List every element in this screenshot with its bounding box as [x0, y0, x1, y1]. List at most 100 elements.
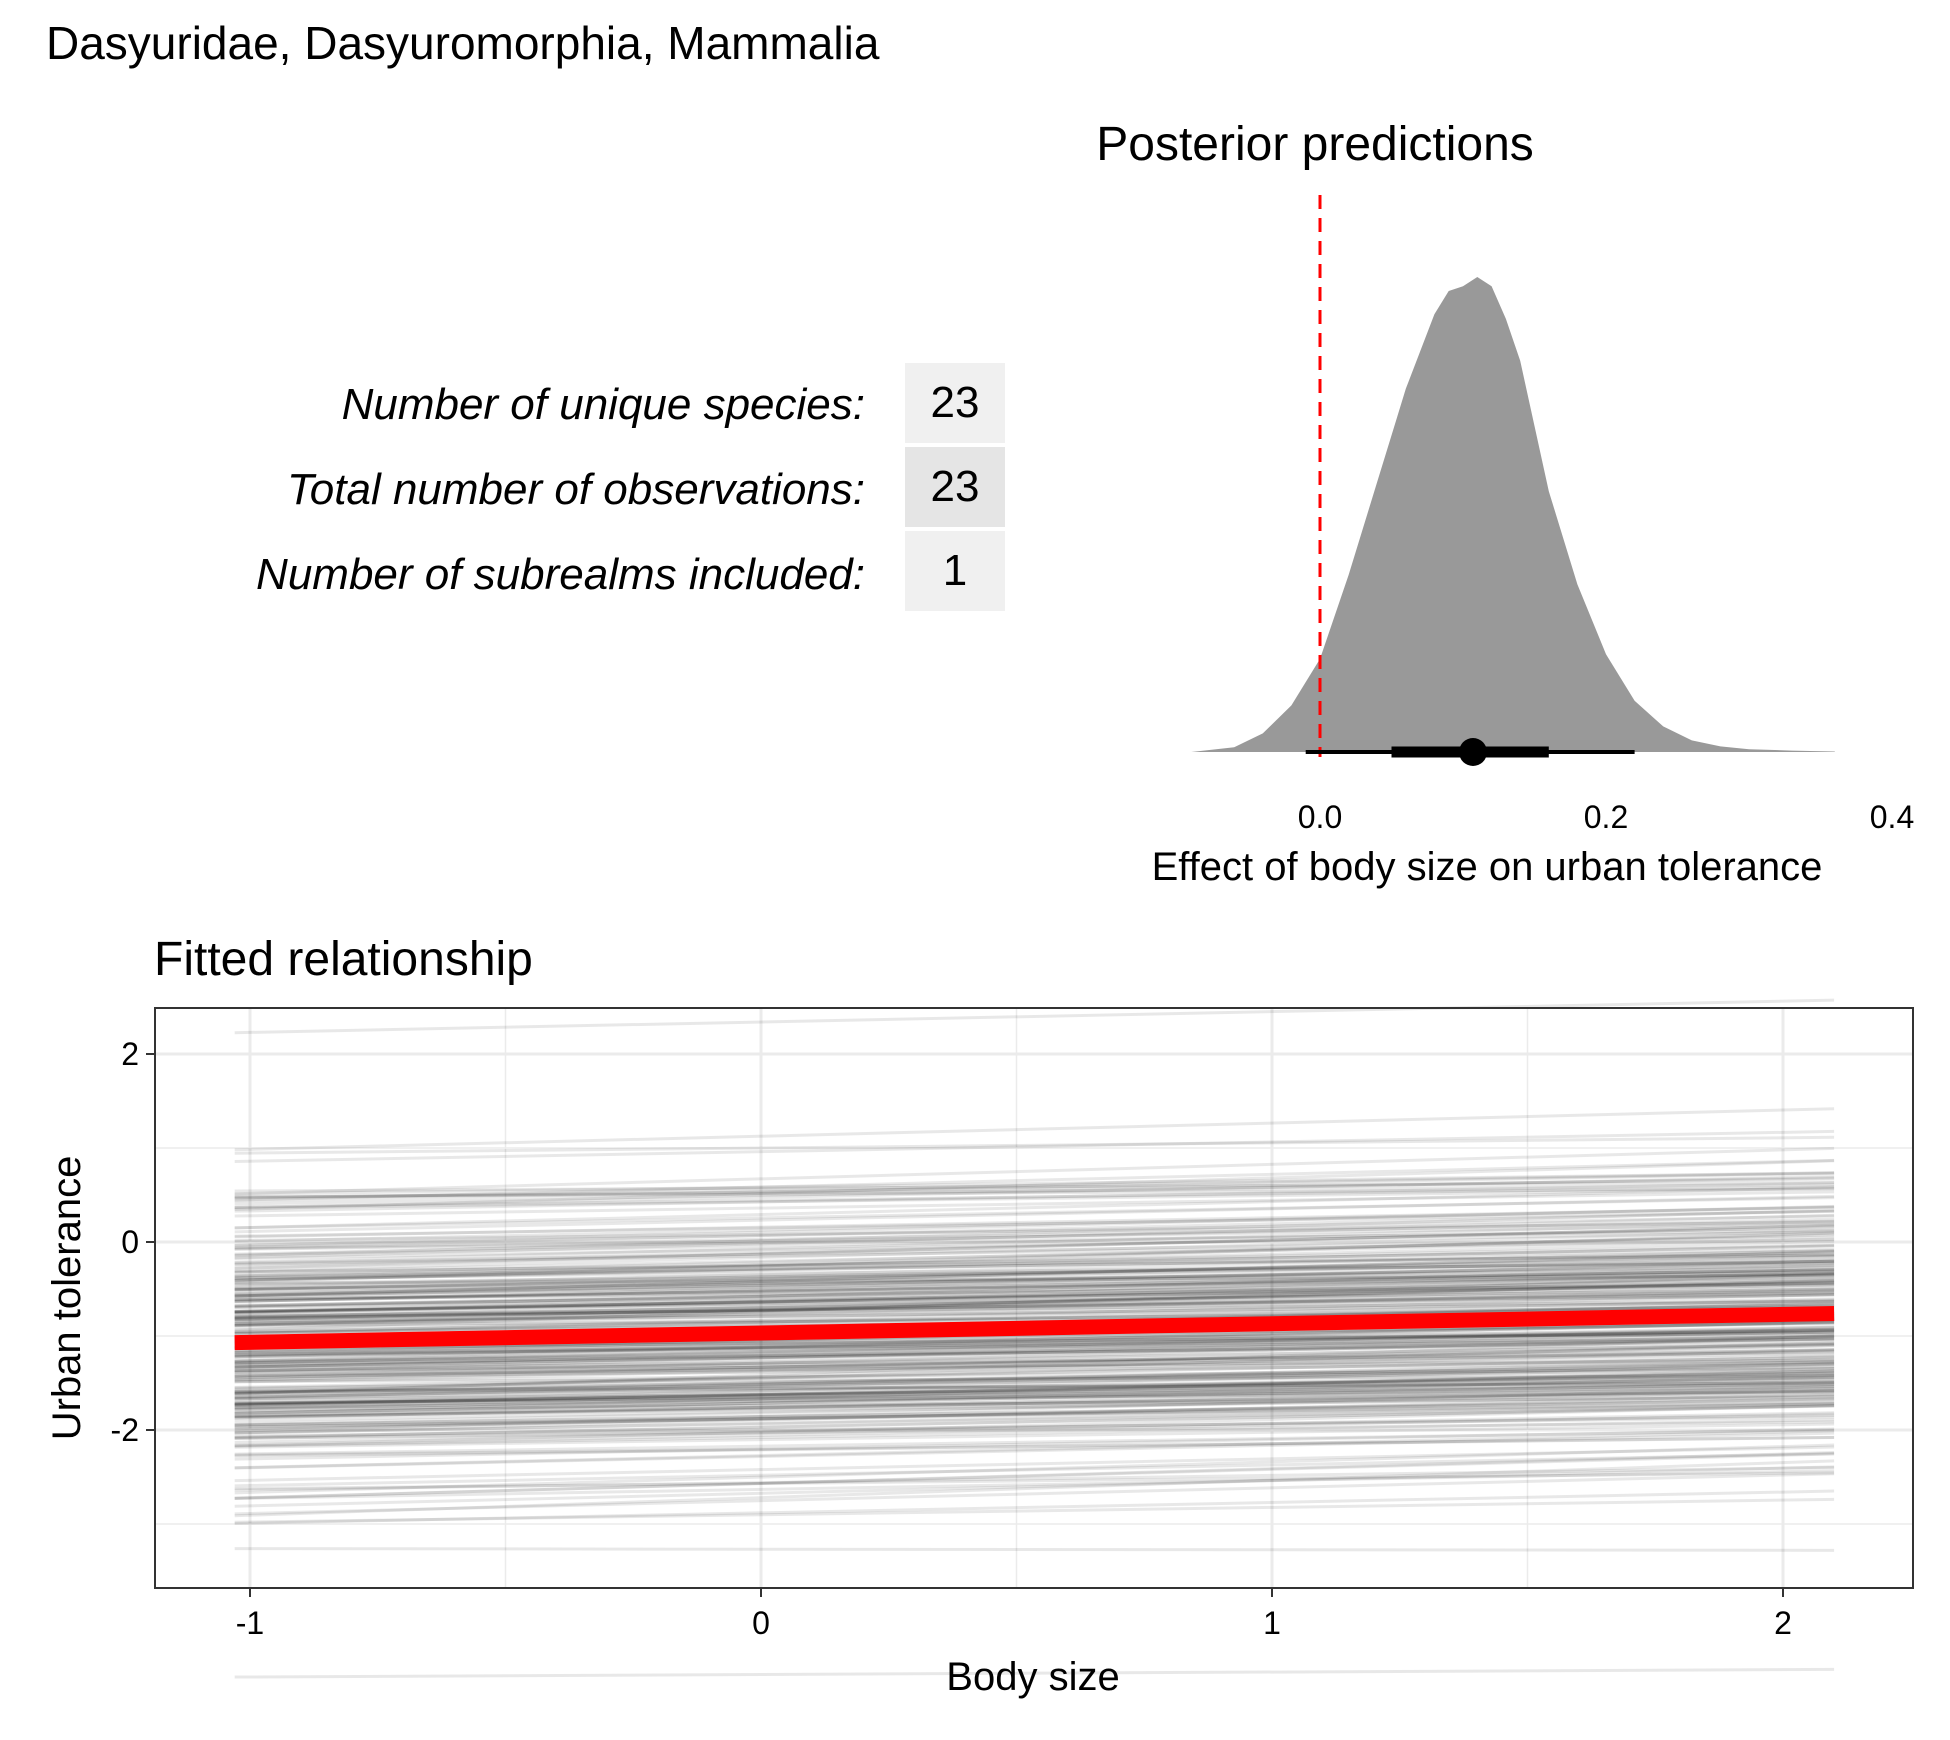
posterior-draw-line: [234, 1261, 1835, 1281]
posterior-draw-line: [234, 1389, 1835, 1414]
posterior-draw-line: [234, 1375, 1835, 1397]
fitted-title: Fitted relationship: [154, 933, 533, 986]
posterior-draw-line: [234, 1375, 1835, 1411]
posterior-draw-line: [234, 1429, 1835, 1470]
posterior-draw-line: [234, 1334, 1835, 1378]
posterior-draw-line: [234, 1392, 1835, 1423]
posterior-draw-line: [234, 1362, 1835, 1406]
fitted-chart: Fitted relationship -1 0 1 2-202 Body size …: [45, 933, 1914, 1699]
posterior-draw-line: [234, 1281, 1835, 1319]
posterior-draw-line: [234, 1292, 1835, 1320]
posterior-draw-line: [234, 1275, 1835, 1315]
posterior-draw-line: [234, 1257, 1835, 1292]
posterior-draw-line: [234, 1287, 1835, 1313]
posterior-draw-line: [234, 1373, 1835, 1401]
posterior-draw-line: [234, 1229, 1835, 1273]
posterior-draw-line: [234, 1364, 1835, 1395]
posterior-draw-line: [234, 1465, 1835, 1492]
posterior-draw-line: [234, 1367, 1835, 1383]
posterior-draw-line: [234, 1276, 1835, 1315]
posterior-draw-line: [234, 1233, 1835, 1278]
posterior-draw-line: [234, 1360, 1835, 1400]
posterior-draw-line: [234, 1327, 1835, 1363]
fitted-x-tick-label: -1: [236, 1605, 264, 1641]
posterior-draw-line: [234, 1348, 1835, 1394]
posterior-draw-line: [234, 1259, 1835, 1295]
posterior-draw-line: [234, 1667, 1835, 1679]
page-title: Dasyuridae, Dasyuromorphia, Mammalia: [46, 17, 880, 69]
posterior-draw-line: [234, 1404, 1835, 1439]
posterior-draw-line: [234, 1414, 1835, 1441]
posterior-draw-line: [234, 1420, 1835, 1440]
posterior-draw-line: [234, 1337, 1835, 1356]
posterior-draw-line: [234, 1428, 1835, 1456]
posterior-draw-line: [234, 1304, 1835, 1323]
posterior-draw-line: [234, 1389, 1835, 1426]
posterior-draw-line: [234, 1389, 1835, 1417]
posterior-draw-line: [234, 1276, 1835, 1308]
posterior-draw-line: [234, 1196, 1835, 1230]
posterior-draw-line: [234, 1249, 1835, 1282]
stat-label-observations: Total number of observations:: [286, 465, 865, 514]
posterior-draw-line: [234, 1374, 1835, 1418]
posterior-draw-line: [234, 1355, 1835, 1389]
posterior-draw-line: [234, 1342, 1835, 1373]
posterior-draw-line: [234, 1469, 1835, 1501]
posterior-draw-line: [234, 1431, 1835, 1470]
posterior-draw-line: [234, 1261, 1835, 1298]
posterior-draw-line: [234, 1205, 1835, 1243]
posterior-draw-line: [234, 1190, 1835, 1218]
posterior-draw-line: [234, 1238, 1835, 1266]
posterior-draw-line: [234, 1159, 1835, 1211]
posterior-draw-line: [234, 1268, 1835, 1298]
posterior-draw-line: [234, 1185, 1835, 1209]
posterior-draw-line: [234, 1258, 1835, 1292]
posterior-draw-line: [234, 1291, 1835, 1321]
posterior-draw-line: [234, 1351, 1835, 1370]
posterior-draw-line: [234, 1380, 1835, 1415]
posterior-draw-line: [234, 1361, 1835, 1396]
fitted-x-tick-label: 0: [752, 1605, 770, 1641]
posterior-draw-line: [234, 1299, 1835, 1326]
posterior-draw-line: [234, 1260, 1835, 1299]
posterior-draw-line: [234, 1332, 1835, 1365]
posterior-draw-line: [234, 1328, 1835, 1354]
posterior-draw-line: [234, 1270, 1835, 1315]
fitted-x-tick-label: 2: [1774, 1605, 1792, 1641]
posterior-draw-line: [234, 1325, 1835, 1360]
posterior-draw-line: [234, 1395, 1835, 1411]
posterior-draw-line: [234, 1269, 1835, 1303]
posterior-draw-line: [234, 1185, 1835, 1230]
posterior-draw-line: [234, 1264, 1835, 1296]
posterior-draw-line: [234, 1352, 1835, 1373]
posterior-draw-line: [234, 1278, 1835, 1315]
posterior-draw-line: [234, 1293, 1835, 1325]
posterior-draw-line: [234, 1358, 1835, 1373]
posterior-draw-line: [234, 1370, 1835, 1407]
posterior-draw-line: [234, 1320, 1835, 1359]
posterior-draw-line: [234, 1279, 1835, 1324]
posterior-draw-line: [234, 1337, 1835, 1369]
posterior-draw-line: [234, 1349, 1835, 1382]
posterior-draw-line: [234, 1272, 1835, 1332]
stat-value-observations: 23: [905, 447, 1005, 527]
posterior-draw-line: [234, 1362, 1835, 1394]
fitted-y-tick-label: -2: [111, 1412, 139, 1448]
posterior-draw-line: [234, 1362, 1835, 1399]
posterior-draw-line: [234, 1253, 1835, 1278]
posterior-draw-line: [234, 1328, 1835, 1374]
posterior-draw-line: [234, 1209, 1835, 1249]
density-area: [1191, 277, 1835, 752]
posterior-draw-line: [234, 1187, 1835, 1210]
posterior-draw-line: [234, 1135, 1835, 1155]
posterior-draw-line: [234, 1330, 1835, 1351]
posterior-draw-line: [234, 1204, 1835, 1247]
posterior-draw-line: [234, 1459, 1835, 1518]
posterior-draw-line: [234, 1365, 1835, 1399]
fitted-y-tick-label: 0: [121, 1224, 139, 1260]
posterior-draw-line: [234, 1383, 1835, 1420]
posterior-draw-line: [234, 1404, 1835, 1440]
posterior-draw-line: [234, 1107, 1835, 1152]
posterior-draw-line: [234, 1369, 1835, 1410]
posterior-draw-line: [234, 1489, 1835, 1526]
